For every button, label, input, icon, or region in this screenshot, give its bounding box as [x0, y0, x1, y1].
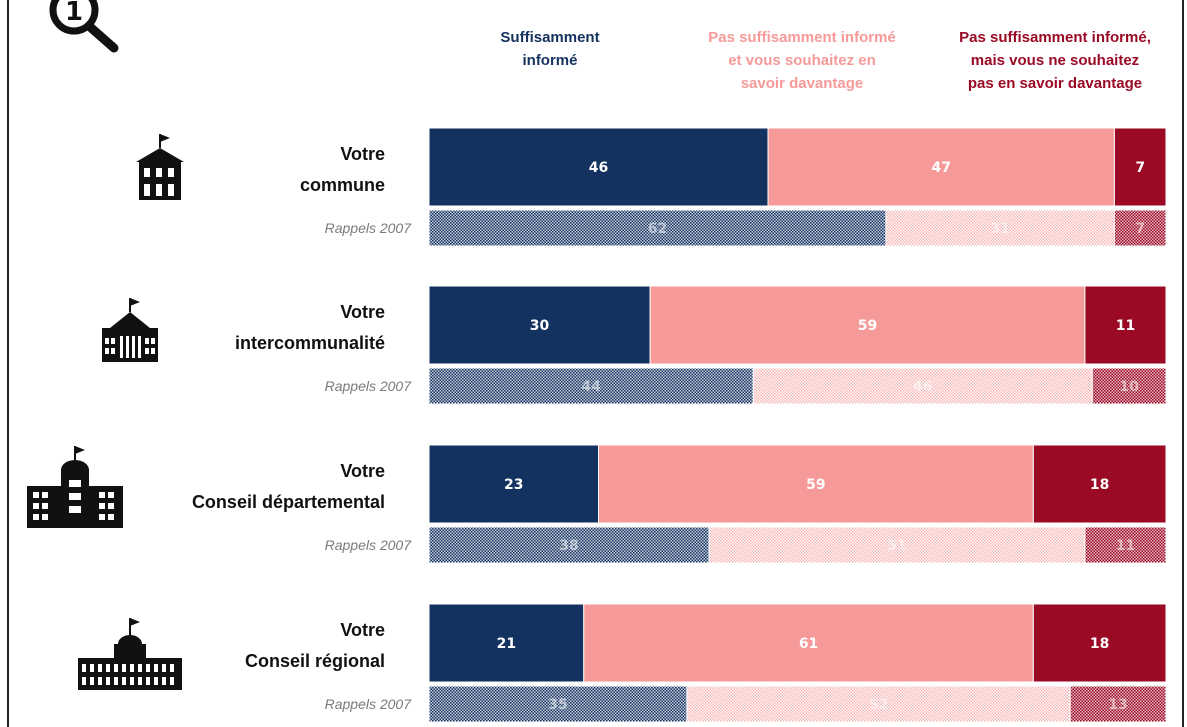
legend-sufficiently-informed: Suffisamment informé	[462, 26, 638, 72]
bar-value-label-recall: 31	[990, 221, 1009, 237]
bar-s3-recall-2007	[1091, 367, 1167, 405]
group-label-line2: Conseil départemental	[192, 492, 385, 512]
institution-building-icon	[102, 298, 158, 362]
bar-s2-current	[583, 603, 1034, 683]
legend-s1-text: Suffisamment informé	[500, 29, 600, 69]
bar-s3-current	[1113, 127, 1167, 207]
bar-value-label: 18	[1090, 477, 1109, 493]
bar-value-label: 18	[1090, 636, 1109, 652]
svg-text:1: 1	[65, 0, 83, 27]
recall-label: Rappels 2007	[325, 378, 413, 394]
bar-value-label-recall: 62	[648, 221, 667, 237]
bar-s1-current	[428, 603, 585, 683]
bar-value-label-recall: 11	[1116, 538, 1135, 554]
bar-value-label-recall: 10	[1119, 379, 1139, 395]
bar-value-label-recall: 35	[548, 697, 567, 713]
bar-value-label: 11	[1116, 318, 1135, 334]
bar-s2-current	[649, 285, 1086, 365]
group-label-line1: Votre	[340, 620, 385, 640]
bar-s3-current	[1084, 285, 1167, 365]
bar-s1-recall-2007	[428, 367, 754, 405]
bar-value-label: 47	[931, 160, 950, 176]
bar-s1-recall-2007	[428, 526, 710, 564]
bar-s2-recall-2007	[752, 367, 1093, 405]
bar-value-label: 59	[806, 477, 825, 493]
bar-value-label: 59	[858, 318, 877, 334]
legend-s3-text: Pas suffisamment informé, mais vous ne s…	[959, 29, 1151, 92]
bar-value-label-recall: 44	[581, 379, 601, 395]
bar-s2-current	[767, 127, 1115, 207]
bar-value-label-recall: 7	[1135, 221, 1145, 237]
bar-value-label: 7	[1135, 160, 1145, 176]
bar-s2-recall-2007	[708, 526, 1086, 564]
bar-s3-recall-2007	[1069, 685, 1167, 723]
bar-value-label-recall: 52	[869, 697, 888, 713]
bar-s1-current	[428, 285, 651, 365]
bar-s2-current	[598, 444, 1034, 524]
bar-value-label-recall: 46	[913, 379, 932, 395]
palace-building-icon	[78, 618, 182, 690]
recall-label: Rappels 2007	[325, 220, 413, 236]
bar-value-label: 23	[504, 477, 523, 493]
group-label-line1: Votre	[340, 302, 385, 322]
recall-label: Rappels 2007	[325, 537, 413, 553]
bar-value-label: 30	[530, 318, 550, 334]
bar-value-label-recall: 13	[1108, 697, 1127, 713]
legend-not-informed-no-more: Pas suffisamment informé, mais vous ne s…	[930, 26, 1180, 95]
group-label-line2: commune	[300, 175, 385, 195]
bar-s1-current	[428, 444, 600, 524]
chart-frame	[7, 0, 1184, 727]
recall-label: Rappels 2007	[325, 696, 413, 712]
legend-s2-text: Pas suffisamment informé et vous souhait…	[708, 29, 896, 92]
group-label-line2: intercommunalité	[235, 333, 385, 353]
bar-value-label: 21	[497, 636, 516, 652]
prefecture-building-icon	[27, 446, 123, 528]
group-label-line2: Conseil régional	[245, 651, 385, 671]
bar-s1-current	[428, 127, 769, 207]
legend-not-informed-want-more: Pas suffisamment informé et vous souhait…	[676, 26, 928, 95]
bar-s2-recall-2007	[885, 209, 1115, 247]
bar-s1-recall-2007	[428, 209, 887, 247]
group-label-line1: Votre	[340, 461, 385, 481]
bar-value-label: 61	[799, 636, 818, 652]
magnifier-number-one-icon: 1	[49, 0, 119, 53]
bar-value-label: 46	[589, 160, 608, 176]
bar-s3-recall-2007	[1113, 209, 1167, 247]
town-hall-icon	[136, 134, 184, 200]
bar-s3-current	[1032, 603, 1167, 683]
bar-value-label-recall: 51	[887, 538, 906, 554]
bar-value-label-recall: 38	[559, 538, 578, 554]
bar-s3-current	[1032, 444, 1167, 524]
group-label-line1: Votre	[340, 144, 385, 164]
bar-s1-recall-2007	[428, 685, 688, 723]
bar-s3-recall-2007	[1084, 526, 1167, 564]
bar-s2-recall-2007	[686, 685, 1071, 723]
